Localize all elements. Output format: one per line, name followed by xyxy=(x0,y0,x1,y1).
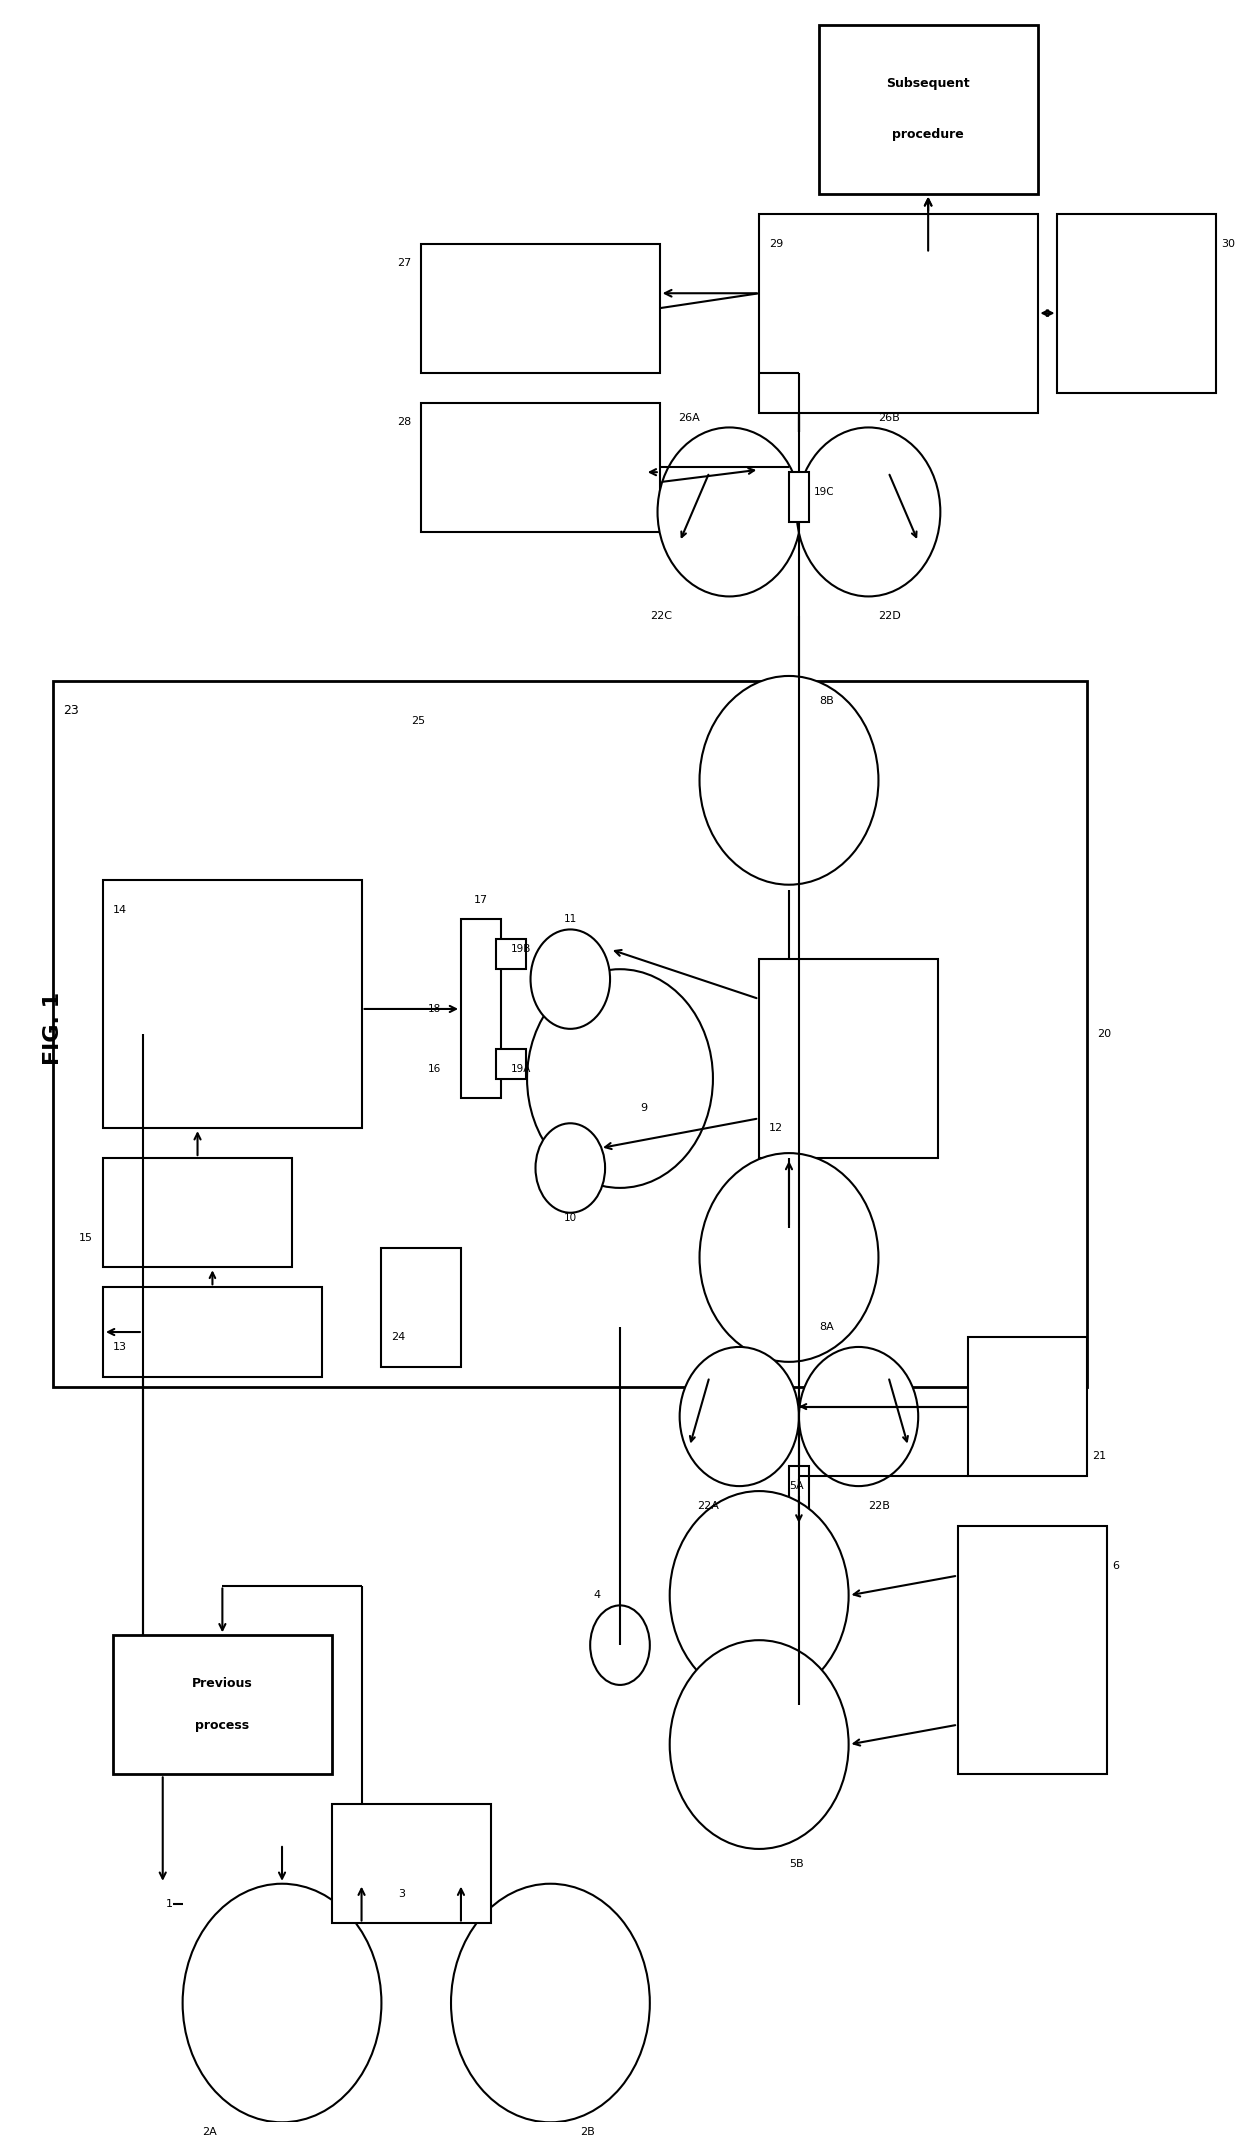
Text: 11: 11 xyxy=(564,914,577,924)
Bar xyxy=(968,1337,1087,1475)
Text: 14: 14 xyxy=(113,905,128,914)
Bar xyxy=(103,1157,291,1268)
Text: 3: 3 xyxy=(398,1889,404,1898)
Ellipse shape xyxy=(796,427,940,596)
Ellipse shape xyxy=(699,677,878,884)
Bar xyxy=(496,939,526,969)
Bar xyxy=(422,243,660,374)
Text: 12: 12 xyxy=(769,1123,784,1134)
Text: 9: 9 xyxy=(640,1104,647,1112)
Text: 23: 23 xyxy=(63,705,79,717)
Text: 18: 18 xyxy=(428,1003,441,1014)
Text: 24: 24 xyxy=(392,1332,405,1343)
Text: 19C: 19C xyxy=(813,487,835,497)
Bar xyxy=(461,920,501,1097)
Text: Previous: Previous xyxy=(192,1678,253,1691)
Text: 17: 17 xyxy=(474,895,487,905)
Text: 2A: 2A xyxy=(202,2126,217,2135)
Text: 1: 1 xyxy=(166,1898,172,1909)
Text: 19B: 19B xyxy=(511,944,531,954)
Text: 5A: 5A xyxy=(789,1482,804,1490)
Text: 8B: 8B xyxy=(818,696,833,707)
Text: 5B: 5B xyxy=(789,1860,804,1868)
Text: 22A: 22A xyxy=(698,1501,719,1512)
Bar xyxy=(113,1635,332,1774)
Bar xyxy=(422,404,660,532)
Text: 19A: 19A xyxy=(511,1063,531,1074)
Bar xyxy=(759,214,1038,412)
Text: 20: 20 xyxy=(1097,1029,1111,1040)
Ellipse shape xyxy=(670,1490,848,1699)
Bar xyxy=(789,1467,808,1516)
Text: 2B: 2B xyxy=(580,2126,595,2135)
Text: 29: 29 xyxy=(769,239,784,248)
Ellipse shape xyxy=(799,1347,918,1486)
Text: 21: 21 xyxy=(1092,1452,1106,1460)
Text: 13: 13 xyxy=(113,1343,126,1351)
Ellipse shape xyxy=(536,1123,605,1213)
Text: FIG. 1: FIG. 1 xyxy=(43,993,63,1065)
Text: process: process xyxy=(196,1719,249,1731)
Bar xyxy=(103,880,362,1127)
Bar xyxy=(959,1527,1107,1774)
Text: 10: 10 xyxy=(564,1213,577,1223)
Bar xyxy=(103,1287,322,1377)
Text: 22C: 22C xyxy=(650,611,672,621)
Text: 15: 15 xyxy=(79,1232,93,1243)
Text: 30: 30 xyxy=(1221,239,1235,248)
Ellipse shape xyxy=(657,427,801,596)
Bar xyxy=(1058,214,1216,393)
Ellipse shape xyxy=(451,1883,650,2122)
Bar xyxy=(382,1247,461,1366)
Bar xyxy=(53,681,1087,1388)
Bar xyxy=(496,1048,526,1078)
Text: 8A: 8A xyxy=(818,1322,833,1332)
Text: 6: 6 xyxy=(1112,1561,1118,1571)
Text: procedure: procedure xyxy=(893,128,963,141)
Ellipse shape xyxy=(531,929,610,1029)
Bar xyxy=(818,26,1038,194)
Text: 27: 27 xyxy=(397,258,412,269)
Ellipse shape xyxy=(182,1883,382,2122)
Text: 22D: 22D xyxy=(878,611,901,621)
Text: 16: 16 xyxy=(428,1063,441,1074)
Ellipse shape xyxy=(670,1640,848,1849)
Bar xyxy=(332,1804,491,1924)
Bar xyxy=(759,959,939,1157)
Ellipse shape xyxy=(527,969,713,1187)
Text: 22B: 22B xyxy=(868,1501,890,1512)
Text: 26B: 26B xyxy=(878,412,900,423)
Bar xyxy=(789,472,808,521)
Ellipse shape xyxy=(590,1606,650,1685)
Text: 4: 4 xyxy=(593,1591,600,1601)
Ellipse shape xyxy=(699,1153,878,1362)
Text: 26A: 26A xyxy=(678,412,699,423)
Text: Subsequent: Subsequent xyxy=(887,77,970,90)
Ellipse shape xyxy=(680,1347,799,1486)
Text: 25: 25 xyxy=(412,715,425,726)
Text: 28: 28 xyxy=(397,418,412,427)
